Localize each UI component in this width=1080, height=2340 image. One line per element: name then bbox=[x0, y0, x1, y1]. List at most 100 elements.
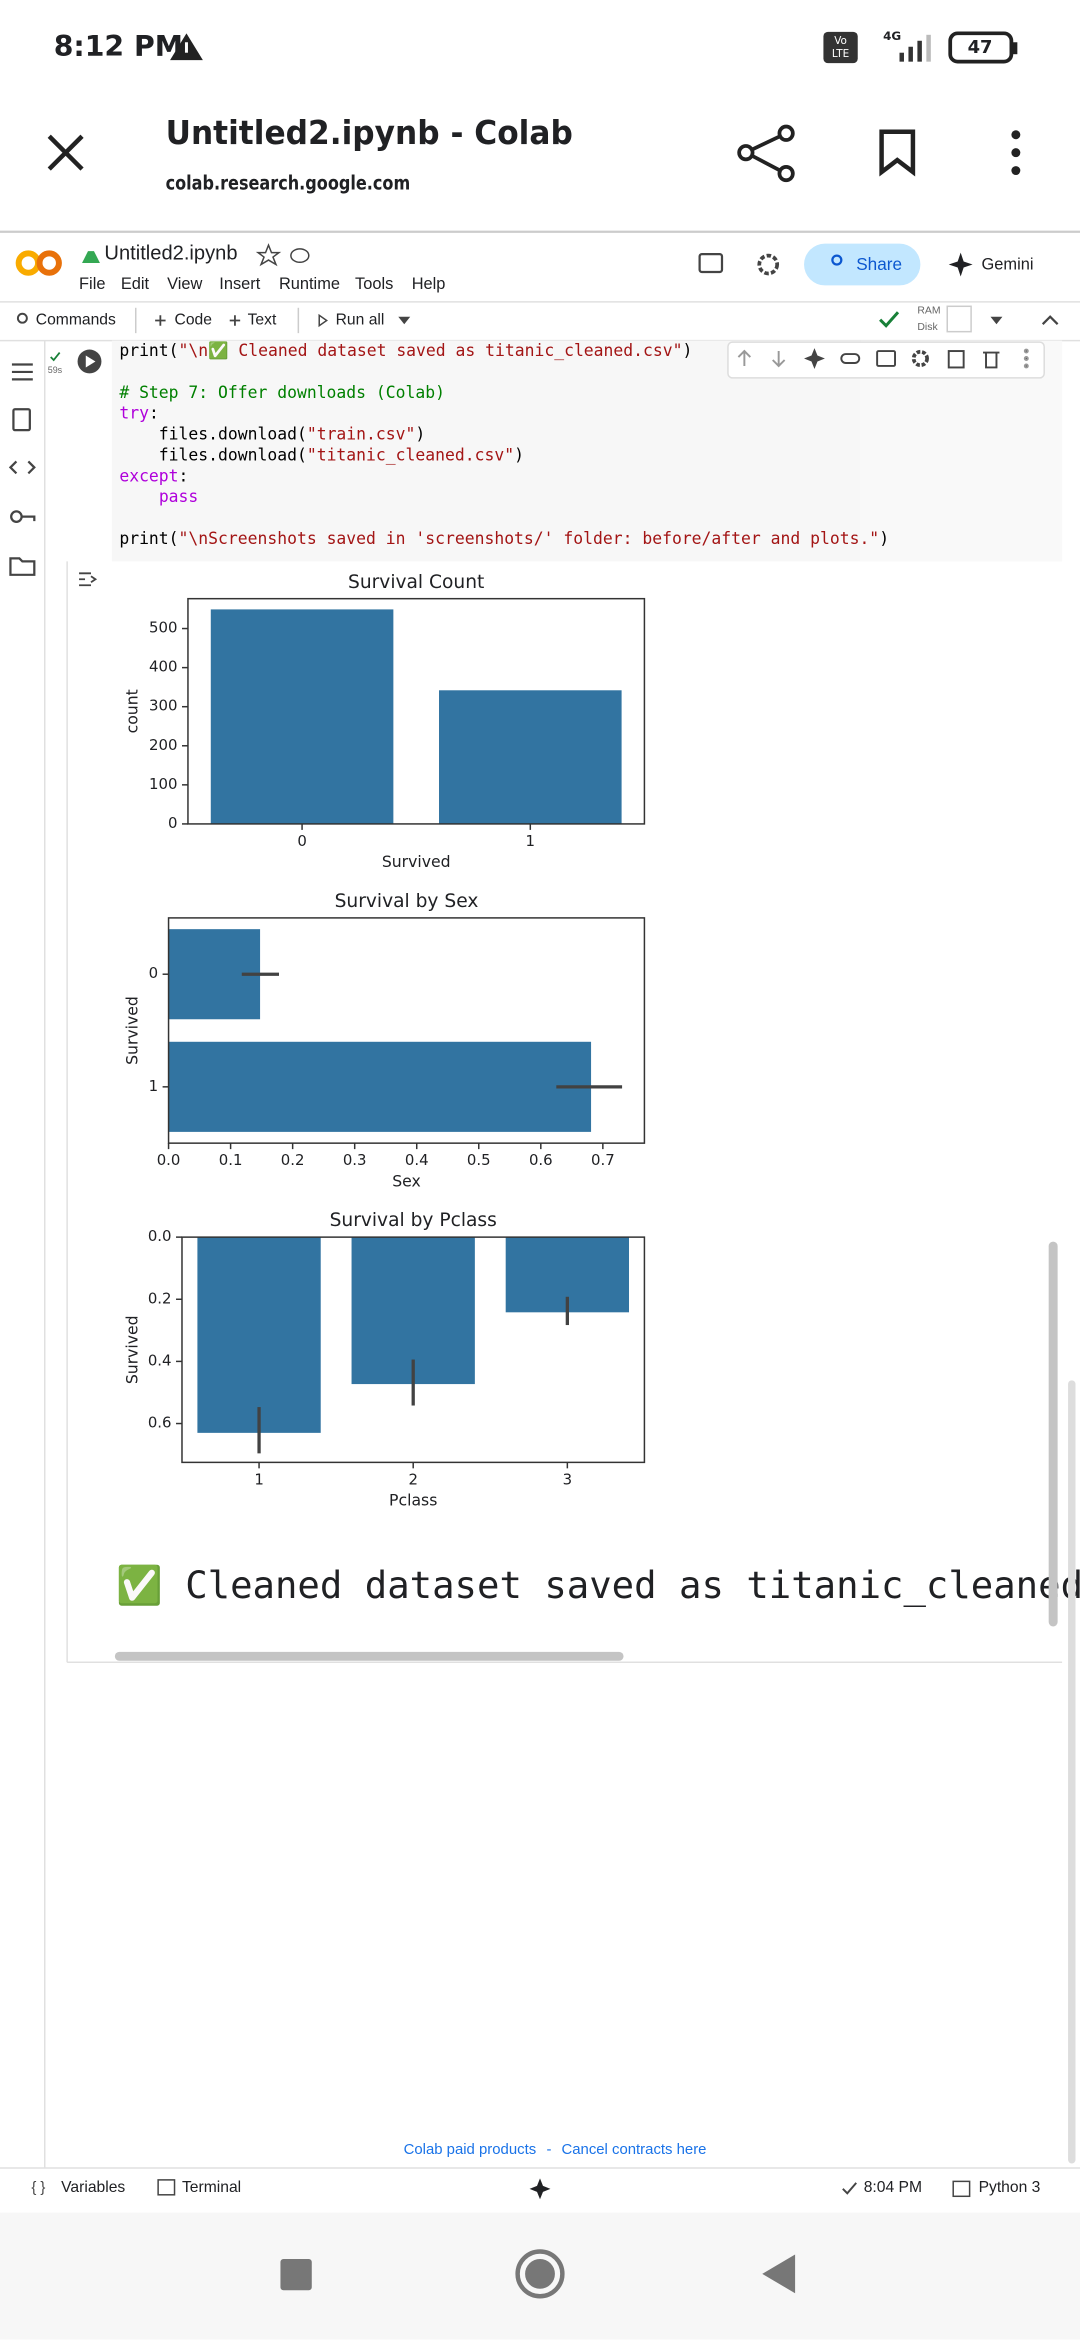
disk-label: Disk bbox=[917, 322, 938, 333]
menu-item[interactable]: Help bbox=[412, 275, 446, 293]
code-line: files.download("titanic_cleaned.csv") bbox=[119, 445, 524, 464]
y-axis-label: count bbox=[122, 689, 141, 733]
notebook-name[interactable]: Untitled2.ipynb bbox=[104, 242, 237, 264]
menu-bar: File Edit View Insert Runtime Tools Help bbox=[79, 275, 445, 293]
commands-button[interactable]: Commands bbox=[36, 312, 116, 329]
plus-icon bbox=[229, 315, 241, 326]
home-button-inner bbox=[525, 2258, 555, 2289]
colab-logo[interactable] bbox=[15, 250, 62, 276]
close-button[interactable] bbox=[47, 134, 84, 171]
code-line: try: bbox=[119, 403, 158, 422]
star-icon[interactable] bbox=[255, 243, 282, 267]
y-tick-label: 500 bbox=[149, 619, 177, 637]
code-line: # Step 7: Offer downloads (Colab) bbox=[119, 382, 445, 401]
x-tick-label: 0.5 bbox=[467, 1151, 491, 1169]
chart-title: Survival by Pclass bbox=[330, 1210, 497, 1231]
variables-button[interactable]: Variables bbox=[61, 2179, 125, 2196]
cancel-contracts-link[interactable]: Cancel contracts here bbox=[561, 2142, 706, 2158]
axes-frame bbox=[181, 1236, 646, 1464]
menu-item[interactable]: Tools bbox=[355, 275, 393, 293]
x-tick-label: 0.6 bbox=[529, 1151, 553, 1169]
output-menu-button[interactable] bbox=[79, 572, 98, 587]
x-tick-label: 2 bbox=[408, 1470, 417, 1488]
share-pill[interactable] bbox=[804, 243, 921, 286]
y-tick-label: 400 bbox=[149, 658, 177, 676]
code-line: files.download("train.csv") bbox=[119, 424, 425, 443]
y-tick-label: 200 bbox=[149, 736, 177, 754]
y-tick-label: 1 bbox=[149, 1077, 158, 1095]
x-tick-label: 0.1 bbox=[219, 1151, 243, 1169]
menu-item[interactable]: File bbox=[79, 275, 105, 293]
resource-dropdown[interactable] bbox=[990, 316, 1003, 325]
share-button[interactable] bbox=[737, 124, 795, 183]
code-line: print("\n✅ Cleaned dataset saved as tita… bbox=[119, 341, 692, 360]
gemini-button[interactable] bbox=[529, 2178, 551, 2200]
back-button[interactable] bbox=[762, 2254, 796, 2294]
horizontal-scrollbar[interactable] bbox=[114, 1651, 624, 1661]
run-cell-icon bbox=[85, 355, 96, 368]
run-all-button[interactable]: Run all bbox=[336, 312, 385, 329]
bar bbox=[439, 690, 622, 824]
resource-meter[interactable] bbox=[946, 305, 972, 333]
recents-button[interactable] bbox=[280, 2258, 312, 2291]
bookmark-button[interactable] bbox=[879, 129, 916, 177]
y-tick-label: 300 bbox=[149, 697, 177, 715]
battery-nub bbox=[1012, 42, 1018, 55]
paid-products-link[interactable]: Colab paid products bbox=[404, 2142, 537, 2158]
code-line: print("\nScreenshots saved in 'screensho… bbox=[119, 529, 889, 548]
share-person-icon bbox=[831, 254, 843, 266]
y-tick-label: 100 bbox=[149, 775, 177, 793]
comments-button[interactable] bbox=[698, 252, 724, 274]
clock: 8:12 PM bbox=[54, 30, 183, 63]
menu-item[interactable]: Edit bbox=[121, 275, 150, 293]
volte-text: Vo bbox=[834, 35, 847, 47]
x-tick-label: 0.3 bbox=[343, 1151, 367, 1169]
battery-level: 47 bbox=[968, 37, 993, 58]
signal-icon bbox=[899, 34, 931, 62]
add-text-button[interactable]: Text bbox=[248, 312, 277, 329]
collapse-button[interactable] bbox=[1041, 315, 1059, 325]
plus-icon bbox=[155, 315, 166, 326]
add-code-button[interactable]: Code bbox=[175, 312, 213, 329]
terminal-button[interactable]: Terminal bbox=[182, 2179, 241, 2196]
variables-brace-icon: { } bbox=[31, 2180, 45, 2196]
chart-title: Survival by Sex bbox=[335, 891, 479, 912]
y-tick-label: 0.4 bbox=[148, 1351, 172, 1369]
menu-item[interactable]: View bbox=[167, 275, 202, 293]
run-dropdown[interactable] bbox=[398, 316, 411, 325]
page-title: Untitled2.ipynb - Colab bbox=[166, 114, 573, 152]
drive-icon bbox=[82, 251, 100, 264]
menu-button[interactable] bbox=[1011, 130, 1021, 176]
share-label[interactable]: Share bbox=[856, 254, 902, 274]
y-tick-label: 0 bbox=[149, 964, 158, 982]
status-check bbox=[842, 2182, 857, 2195]
cell-toolbar-icons[interactable] bbox=[737, 348, 1029, 369]
y-tick-label: 0.2 bbox=[148, 1289, 172, 1307]
runtime-button[interactable]: Python 3 bbox=[979, 2179, 1041, 2196]
bar bbox=[210, 609, 394, 824]
vertical-scrollbar[interactable] bbox=[1048, 1241, 1058, 1627]
y-tick-label: 0.0 bbox=[148, 1227, 172, 1245]
last-run-time: 8:04 PM bbox=[864, 2179, 922, 2196]
menu-item[interactable]: Insert bbox=[219, 275, 260, 293]
menu-item[interactable]: Runtime bbox=[279, 275, 340, 293]
cloud-icon bbox=[290, 248, 310, 264]
x-tick-label: 1 bbox=[254, 1470, 263, 1488]
gemini-label[interactable]: Gemini bbox=[982, 256, 1034, 274]
page-scrollbar[interactable] bbox=[1068, 1380, 1076, 2164]
x-tick-label: 3 bbox=[563, 1470, 572, 1488]
sidebar-icons[interactable] bbox=[8, 363, 36, 576]
x-tick-label: 0.7 bbox=[591, 1151, 615, 1169]
x-tick-label: 0.2 bbox=[281, 1151, 305, 1169]
code-line: pass bbox=[119, 487, 198, 506]
settings-button[interactable] bbox=[757, 253, 780, 276]
connected-check bbox=[879, 311, 900, 328]
warning-mark bbox=[184, 42, 188, 53]
exec-check bbox=[50, 351, 61, 362]
x-tick-label: 0 bbox=[297, 832, 306, 850]
home-button[interactable] bbox=[515, 2249, 565, 2299]
x-axis-label: Sex bbox=[392, 1171, 421, 1190]
runtime-icon bbox=[952, 2180, 971, 2198]
